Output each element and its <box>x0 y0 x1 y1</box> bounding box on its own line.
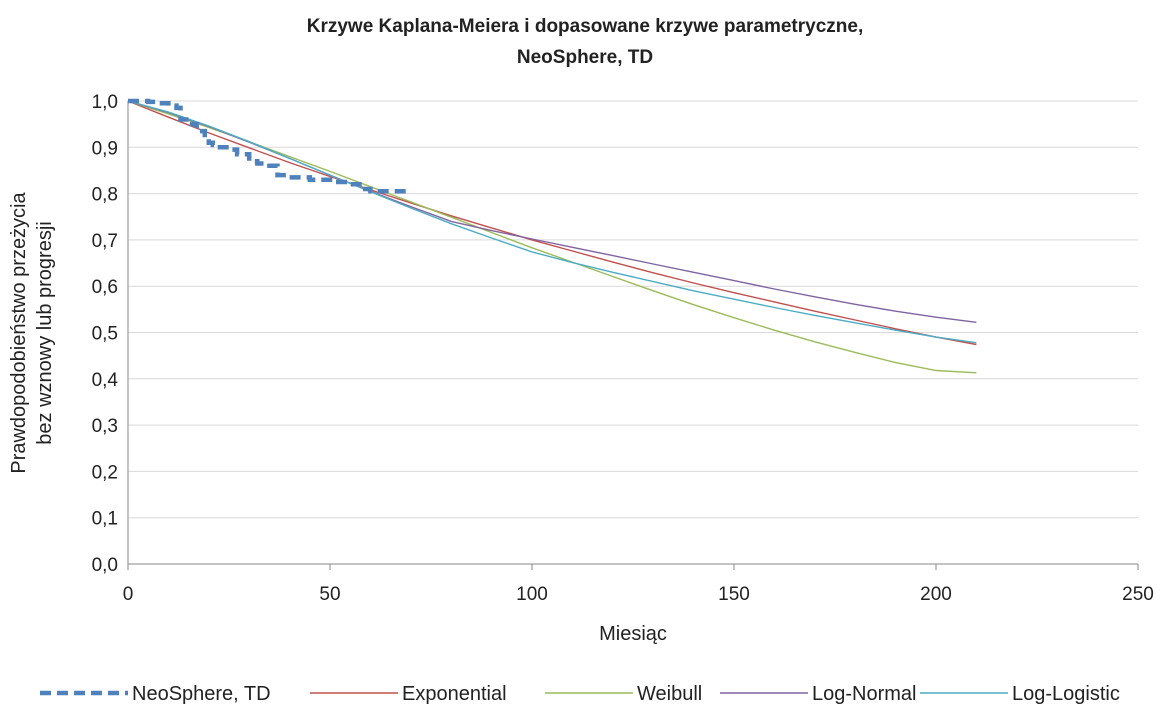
x-tick-label-4: 200 <box>920 584 952 605</box>
series-lines <box>127 98 977 374</box>
x-tick-label-0: 0 <box>123 584 134 605</box>
chart-title-line-1: Krzywe Kaplana-Meiera i dopasowane krzyw… <box>307 16 864 37</box>
series-line-log-normal <box>127 100 977 323</box>
x-tick-label-2: 100 <box>516 584 548 605</box>
gridlines <box>128 100 1138 519</box>
y-axis-label-line-2: bez wznowy lub progresji <box>34 221 56 444</box>
chart-title-line-2: NeoSphere, TD <box>517 47 653 68</box>
series-line-exponential <box>127 100 977 346</box>
y-tick-label-4: 0,4 <box>92 370 119 391</box>
series-line-neosphere-td <box>128 98 411 194</box>
y-axis-label-line-1: Prawdopodobieństwo przeżycia <box>8 191 30 473</box>
y-tick-label-8: 0,8 <box>92 185 118 206</box>
x-axis-label: Miesiąc <box>599 623 667 645</box>
legend-label-3: Log-Normal <box>812 683 916 705</box>
y-tick-label-9: 0,9 <box>92 138 118 159</box>
x-tick-labels: 0 50 100 150 200 250 <box>123 584 1154 605</box>
y-tick-label-5: 0,5 <box>92 324 118 345</box>
y-tick-label-0: 0,0 <box>92 555 118 576</box>
y-tick-labels: 0,0 0,1 0,2 0,3 0,4 0,5 0,6 0,7 0,8 0,9 1,0 <box>92 92 119 576</box>
x-tick-label-5: 250 <box>1122 584 1154 605</box>
legend-label-2: Weibull <box>637 683 702 705</box>
x-tick-label-1: 50 <box>319 584 340 605</box>
y-tick-label-2: 0,2 <box>92 462 118 483</box>
y-tick-label-3: 0,3 <box>92 416 118 437</box>
x-tick-label-3: 150 <box>718 584 750 605</box>
y-tick-label-6: 0,6 <box>92 277 118 298</box>
series-line-weibull <box>127 100 977 374</box>
legend: NeoSphere, TD Exponential Weibull Log-Norma… <box>40 683 1120 705</box>
y-tick-label-1: 0,1 <box>92 509 118 530</box>
y-tick-label-10: 1,0 <box>92 92 118 113</box>
legend-label-4: Log-Logistic <box>1012 683 1120 705</box>
legend-label-1: Exponential <box>402 683 507 705</box>
y-tick-label-7: 0,7 <box>92 231 118 252</box>
series-line-log-logistic <box>127 100 977 344</box>
axes <box>127 101 1139 570</box>
chart-title: Krzywe Kaplana-Meiera i dopasowane krzyw… <box>307 16 864 68</box>
legend-label-0: NeoSphere, TD <box>132 683 271 705</box>
y-axis-label: Prawdopodobieństwo przeżycia bez wznowy … <box>8 191 56 473</box>
